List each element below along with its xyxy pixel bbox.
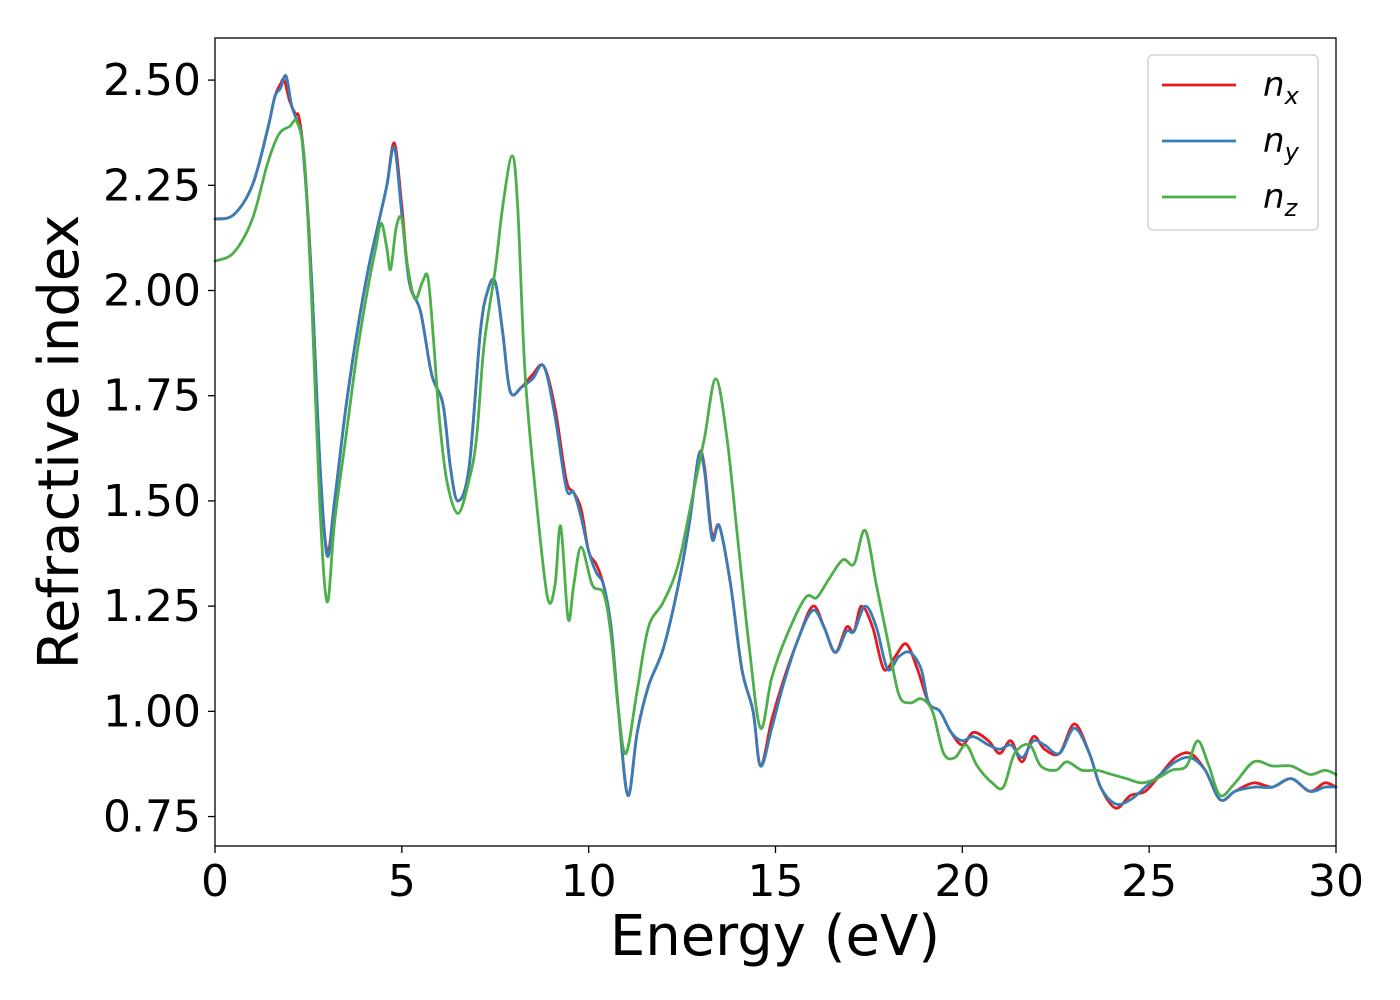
y-axis-title: Refractive index	[27, 215, 92, 670]
y-axis-ticks: 0.75 1.00 1.25 1.50 1.75 2.00 2.25 2.50	[103, 55, 215, 843]
legend-label-x: nx	[1263, 65, 1300, 110]
y-tick-label: 1.75	[103, 371, 201, 422]
x-axis-ticks: 0 5 10 15 20 25 30	[201, 846, 1364, 907]
legend-box	[1147, 54, 1319, 231]
x-tick-label: 0	[201, 856, 229, 907]
series-line-y	[213, 74, 1338, 806]
x-tick-label: 20	[934, 856, 990, 907]
y-tick-label: 2.25	[103, 160, 201, 211]
legend-label-y: ny	[1263, 121, 1300, 166]
x-axis-title: Energy (eV)	[610, 904, 940, 969]
x-tick-label: 10	[561, 856, 617, 907]
y-tick-label: 1.00	[103, 686, 201, 737]
y-tick-label: 0.75	[103, 792, 201, 843]
series-line-z	[213, 118, 1338, 798]
legend-label-z: nz	[1263, 177, 1299, 222]
x-tick-label: 30	[1308, 856, 1364, 907]
series-layer	[213, 74, 1338, 810]
y-tick-label: 1.50	[103, 476, 201, 527]
x-tick-label: 5	[388, 856, 416, 907]
y-tick-label: 1.25	[103, 581, 201, 632]
y-tick-label: 2.00	[103, 266, 201, 317]
x-tick-label: 15	[748, 856, 804, 907]
legend-items: nx ny nz	[1162, 65, 1300, 222]
legend: nx ny nz	[1147, 54, 1319, 231]
x-tick-label: 25	[1121, 856, 1177, 907]
y-tick-label: 2.50	[103, 55, 201, 106]
